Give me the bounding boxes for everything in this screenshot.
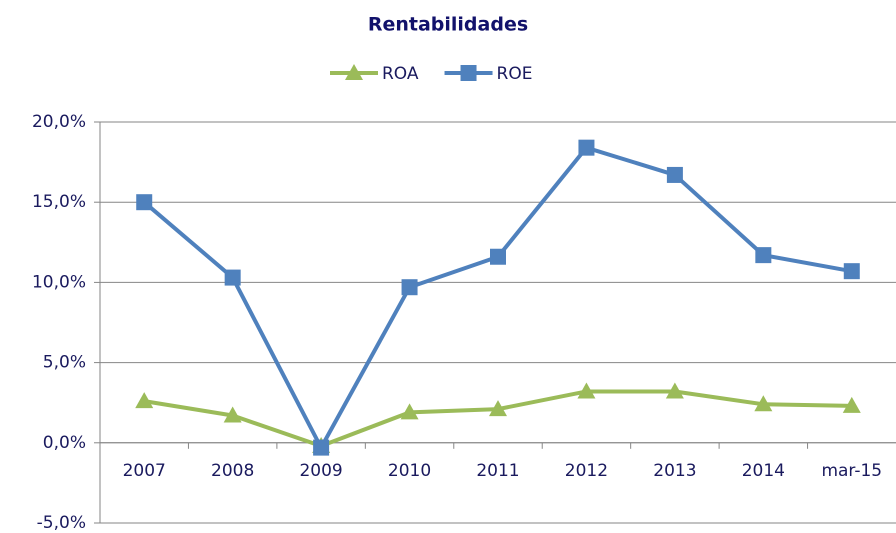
marker	[665, 382, 684, 399]
marker	[224, 269, 241, 286]
marker	[490, 248, 506, 265]
y-tick-label: 5,0%	[43, 353, 86, 373]
legend-label: ROA	[382, 64, 419, 84]
x-tick-label: 2008	[211, 461, 254, 481]
legend-marker	[345, 64, 363, 80]
y-tick-label: 15,0%	[32, 192, 86, 212]
x-tick-label: 2012	[565, 461, 608, 481]
marker	[223, 406, 242, 423]
x-tick-label: 2010	[388, 461, 431, 481]
marker	[754, 395, 773, 412]
marker	[755, 247, 772, 264]
marker	[135, 392, 154, 409]
x-tick-label: 2011	[476, 461, 519, 481]
y-tick-label: 0,0%	[43, 433, 86, 453]
marker	[842, 396, 861, 413]
marker	[843, 263, 860, 280]
x-tick-label: 2013	[653, 461, 696, 481]
marker	[313, 439, 330, 456]
x-tick-label: mar-15	[821, 461, 882, 481]
legend-marker	[460, 65, 477, 81]
x-tick-label: 2007	[123, 461, 166, 481]
y-tick-label: 10,0%	[32, 272, 86, 292]
chart-title: Rentabilidades	[368, 14, 528, 36]
marker	[489, 400, 507, 417]
marker	[577, 382, 596, 399]
y-tick-label: -5,0%	[37, 513, 86, 533]
marker	[401, 279, 418, 296]
marker	[400, 403, 419, 420]
legend-label: ROE	[497, 64, 533, 84]
marker	[578, 139, 595, 156]
marker	[136, 194, 153, 211]
y-tick-label: 20,0%	[32, 112, 86, 132]
series-line	[143, 389, 852, 449]
x-tick-label: 2014	[742, 461, 785, 481]
x-tick-label: 2009	[299, 461, 342, 481]
marker	[666, 166, 683, 183]
